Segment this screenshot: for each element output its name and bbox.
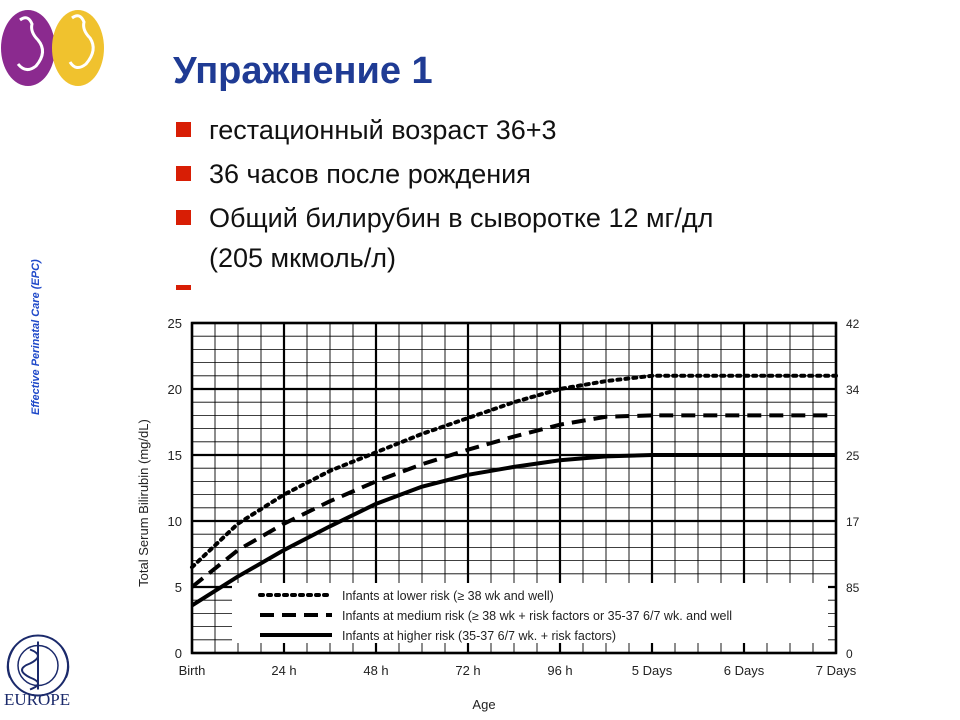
y-right-tick-label: 85: [846, 581, 860, 595]
x-tick-label: 6 Days: [724, 663, 765, 678]
y-tick-label: 20: [168, 382, 182, 397]
series-line-dotted: [190, 373, 838, 570]
org-region-label: EUROPE: [4, 690, 71, 709]
y-tick-label: 25: [168, 316, 182, 331]
y-tick-label: 0: [175, 646, 182, 661]
bullet-square-icon: [176, 166, 191, 181]
y-right-tick-label: 257: [846, 449, 860, 463]
legend-label: Infants at medium risk (≥ 38 wk + risk f…: [342, 609, 732, 623]
bullet-item: Общий билирубин в сыворотке 12 мг/дл (20…: [173, 198, 733, 278]
bullet-item: гестационный возраст 36+3: [173, 110, 733, 150]
series-line-dashed: [190, 413, 836, 589]
legend-label: Infants at higher risk (35-37 6/7 wk. + …: [342, 629, 616, 643]
y-axis-label: Total Serum Bilirubin (mg/dL): [136, 419, 151, 587]
bullet-square-icon: [176, 122, 191, 137]
bilirubin-chart: 0 5 10 15 20 25 0 85 171 257 342 428 Birth 24 h 48 h 72…: [136, 316, 860, 712]
y-tick-label: 10: [168, 514, 182, 529]
bullet-square-icon: [176, 285, 191, 290]
page-title: Упражнение 1: [173, 50, 433, 92]
x-tick-label: 72 h: [455, 663, 480, 678]
epc-logo-icon: [1, 10, 104, 86]
x-tick-label: 5 Days: [632, 663, 673, 678]
y-right-tick-label: 428: [846, 317, 860, 331]
legend-label: Infants at lower risk (≥ 38 wk and well): [342, 589, 554, 603]
x-tick-label: 48 h: [363, 663, 388, 678]
x-axis-label: Age: [472, 697, 495, 712]
series-line-solid: [190, 453, 836, 608]
vertical-side-text: Effective Perinatal Care (EPC): [30, 259, 42, 415]
y-tick-label: 5: [175, 580, 182, 595]
x-tick-label: Birth: [179, 663, 206, 678]
y-right-tick-label: 342: [846, 383, 860, 397]
y-right-tick-label: 171: [846, 515, 860, 529]
x-tick-label: 24 h: [271, 663, 296, 678]
y-right-tick-label: 0: [846, 647, 853, 661]
x-tick-label: 96 h: [547, 663, 572, 678]
y-tick-label: 15: [168, 448, 182, 463]
plot-frame: [190, 321, 838, 655]
bullet-item: 36 часов после рождения: [173, 154, 733, 194]
bullet-list: гестационный возраст 36+3 36 часов после…: [173, 110, 733, 282]
x-tick-label: 7 Days: [816, 663, 857, 678]
who-emblem-icon: [6, 634, 70, 697]
bullet-square-icon: [176, 210, 191, 225]
